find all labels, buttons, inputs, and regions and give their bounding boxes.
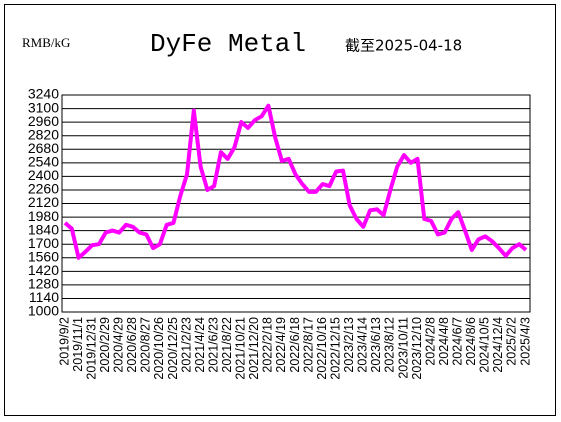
x-tick-label: 2024/10/5: [478, 317, 492, 373]
x-tick-label: 2021/4/24: [193, 317, 207, 373]
x-tick-label: 2021/12/20: [247, 317, 261, 380]
x-tick-label: 2021/6/23: [206, 317, 220, 373]
chart-title: DyFe Metal: [150, 29, 306, 59]
y-tick-label: 2260: [28, 181, 59, 197]
x-tick-label: 2022/2/18: [261, 317, 275, 373]
y-tick-label: 1560: [28, 248, 59, 264]
x-tick-label: 2023/2/13: [342, 317, 356, 373]
x-tick-label: 2024/12/4: [491, 317, 505, 373]
data-line: [63, 103, 528, 260]
x-tick-label: 2020/4/29: [112, 317, 126, 373]
x-tick-label: 2020/6/28: [125, 317, 139, 373]
x-tick-label: 2024/8/6: [464, 317, 478, 366]
x-tick-label: 2025/4/3: [518, 317, 532, 366]
y-tick-label: 1000: [28, 303, 59, 319]
y-tick-label: 1140: [29, 289, 59, 305]
x-tick-label: 2023/10/11: [396, 317, 410, 379]
y-tick-label: 3100: [28, 99, 59, 115]
y-tick-label: 2120: [28, 194, 59, 210]
x-tick-label: 2020/12/25: [166, 317, 180, 380]
x-tick-label: 2022/10/16: [315, 317, 329, 380]
x-tick-label: 2023/12/10: [410, 317, 424, 380]
x-tick-label: 2020/2/29: [98, 317, 112, 373]
x-tick-label: 2020/8/27: [139, 317, 153, 373]
x-tick-label: 2021/10/21: [234, 317, 248, 380]
x-tick-label: 2024/2/8: [423, 317, 437, 366]
x-tick-label: 2022/8/17: [301, 317, 315, 373]
x-tick-label: 2023/8/12: [383, 317, 397, 373]
x-tick-label: 2024/4/8: [437, 317, 451, 366]
x-tick-label: 2019/12/31: [84, 317, 98, 380]
x-tick-label: 2022/4/19: [274, 317, 288, 373]
x-tick-label: 2021/2/23: [179, 317, 193, 373]
y-tick-label: 2540: [28, 154, 59, 170]
y-tick-label: 1420: [28, 262, 59, 278]
x-tick-label: 2020/10/26: [152, 317, 166, 380]
x-tick-label: 2024/6/7: [451, 317, 465, 366]
y-tick-label: 2960: [28, 113, 59, 129]
y-tick-label: 1980: [28, 208, 59, 224]
y-tick-label: 3240: [28, 86, 59, 102]
x-tick-label: 2023/4/14: [356, 317, 370, 373]
x-tick-label: 2023/6/13: [369, 317, 383, 373]
y-tick-label: 2400: [28, 167, 59, 183]
x-tick-label: 2019/9/2: [57, 317, 71, 366]
unit-label: RMB/kG: [22, 35, 70, 50]
x-tick-label: 2021/8/22: [220, 317, 234, 373]
x-tick-label: 2022/12/15: [328, 317, 342, 380]
y-tick-label: 1280: [28, 276, 59, 292]
x-tick-label: 2019/11/1: [71, 317, 85, 372]
x-tick-label: 2022/6/18: [288, 317, 302, 373]
y-tick-label: 1840: [28, 221, 59, 237]
y-tick-label: 2680: [28, 140, 59, 156]
date-note: 截至2025-04-18: [345, 37, 462, 55]
x-tick-label: 2025/2/2: [505, 317, 519, 366]
y-tick-label: 1700: [28, 235, 59, 251]
y-tick-label: 2820: [28, 126, 59, 142]
